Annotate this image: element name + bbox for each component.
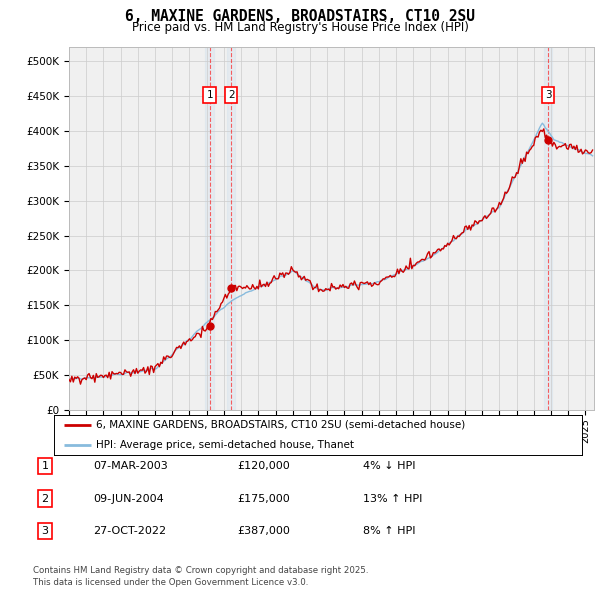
Text: Price paid vs. HM Land Registry's House Price Index (HPI): Price paid vs. HM Land Registry's House … xyxy=(131,21,469,34)
Text: £175,000: £175,000 xyxy=(237,494,290,503)
Bar xyxy=(227,47,235,410)
Text: 1: 1 xyxy=(41,461,49,471)
Text: 07-MAR-2003: 07-MAR-2003 xyxy=(93,461,168,471)
Text: 6, MAXINE GARDENS, BROADSTAIRS, CT10 2SU (semi-detached house): 6, MAXINE GARDENS, BROADSTAIRS, CT10 2SU… xyxy=(96,419,466,430)
Text: £387,000: £387,000 xyxy=(237,526,290,536)
Text: 2: 2 xyxy=(41,494,49,503)
Bar xyxy=(205,47,214,410)
Text: 27-OCT-2022: 27-OCT-2022 xyxy=(93,526,166,536)
Text: 6, MAXINE GARDENS, BROADSTAIRS, CT10 2SU: 6, MAXINE GARDENS, BROADSTAIRS, CT10 2SU xyxy=(125,9,475,24)
Bar xyxy=(544,47,553,410)
Text: 13% ↑ HPI: 13% ↑ HPI xyxy=(363,494,422,503)
Text: Contains HM Land Registry data © Crown copyright and database right 2025.
This d: Contains HM Land Registry data © Crown c… xyxy=(33,566,368,587)
Text: 3: 3 xyxy=(545,90,551,100)
Text: £120,000: £120,000 xyxy=(237,461,290,471)
Text: HPI: Average price, semi-detached house, Thanet: HPI: Average price, semi-detached house,… xyxy=(96,441,354,450)
Text: 09-JUN-2004: 09-JUN-2004 xyxy=(93,494,164,503)
Text: 4% ↓ HPI: 4% ↓ HPI xyxy=(363,461,415,471)
Text: 1: 1 xyxy=(206,90,213,100)
Text: 3: 3 xyxy=(41,526,49,536)
Text: 2: 2 xyxy=(228,90,235,100)
Text: 8% ↑ HPI: 8% ↑ HPI xyxy=(363,526,415,536)
